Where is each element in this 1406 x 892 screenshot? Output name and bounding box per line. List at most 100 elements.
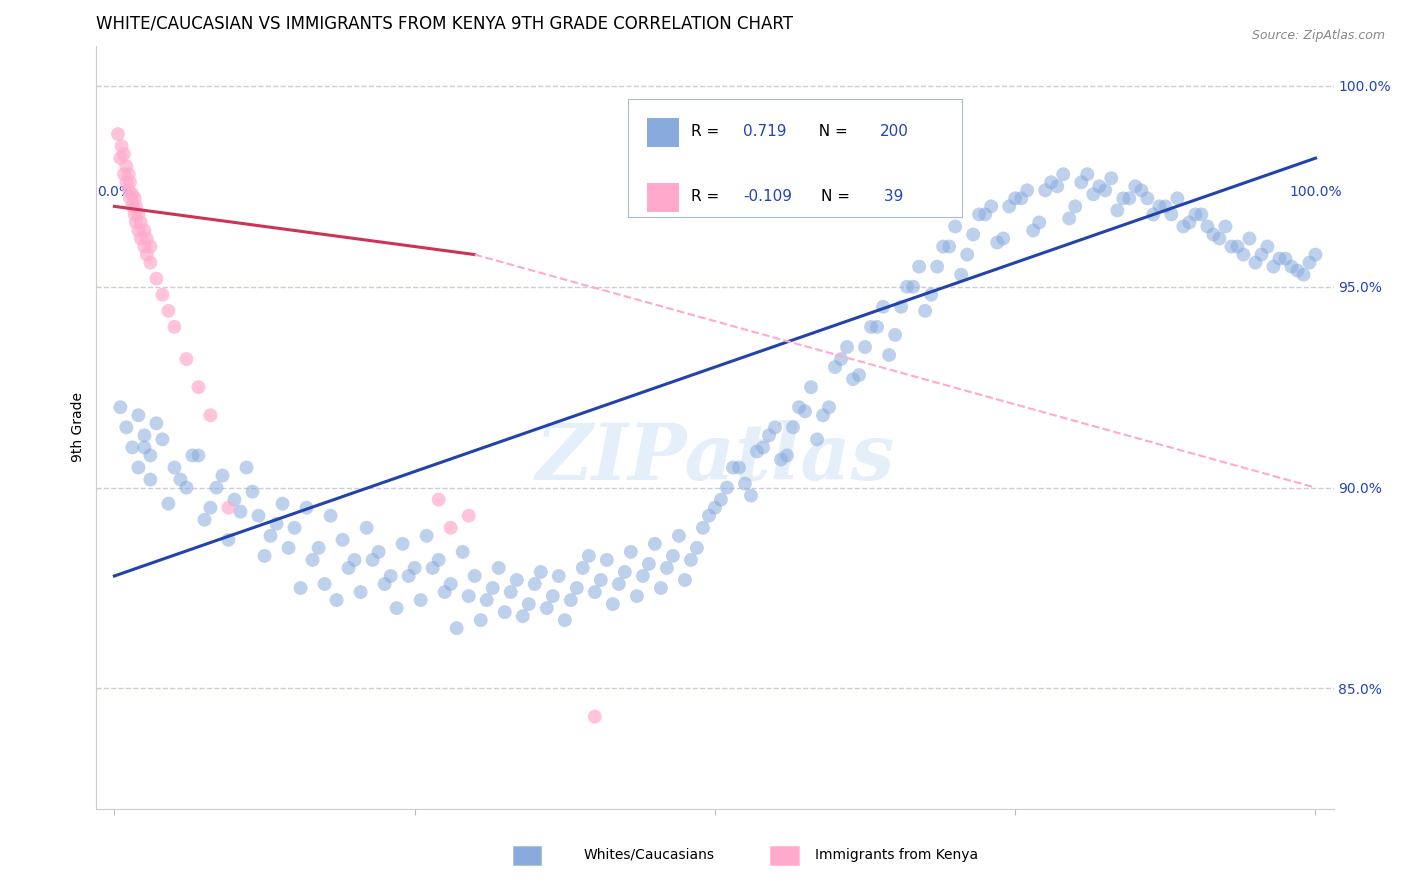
Point bbox=[446, 621, 468, 635]
Point bbox=[118, 183, 141, 197]
Point bbox=[877, 348, 900, 362]
Point bbox=[914, 303, 936, 318]
Point bbox=[1118, 191, 1140, 205]
Point bbox=[1281, 260, 1303, 274]
Point bbox=[1268, 252, 1291, 266]
Point bbox=[1088, 179, 1111, 194]
Point bbox=[896, 279, 918, 293]
Point bbox=[266, 516, 288, 531]
Point bbox=[115, 159, 138, 173]
Point bbox=[157, 497, 180, 511]
Point bbox=[1046, 179, 1069, 194]
Point bbox=[811, 409, 834, 423]
Point bbox=[734, 476, 756, 491]
Point bbox=[124, 207, 146, 221]
Point bbox=[572, 561, 595, 575]
Point bbox=[1215, 219, 1237, 234]
Point bbox=[253, 549, 276, 563]
Point bbox=[464, 569, 486, 583]
Point bbox=[710, 492, 733, 507]
Point bbox=[1130, 183, 1153, 197]
Point bbox=[1220, 239, 1243, 253]
Point bbox=[121, 187, 143, 202]
Point bbox=[385, 601, 408, 615]
Point bbox=[1232, 247, 1254, 261]
Point bbox=[1263, 260, 1285, 274]
Point bbox=[415, 529, 437, 543]
Point bbox=[115, 175, 138, 189]
Point bbox=[1112, 191, 1135, 205]
Point bbox=[176, 481, 198, 495]
Point bbox=[247, 508, 270, 523]
Point bbox=[583, 709, 606, 723]
Point bbox=[409, 593, 432, 607]
Point bbox=[127, 460, 149, 475]
Point bbox=[218, 533, 240, 547]
Text: Whites/Caucasians: Whites/Caucasians bbox=[583, 847, 714, 862]
Point bbox=[938, 239, 960, 253]
Point bbox=[956, 247, 979, 261]
Point bbox=[332, 533, 354, 547]
Point bbox=[374, 577, 396, 591]
Point bbox=[475, 593, 498, 607]
Point bbox=[145, 417, 167, 431]
Text: 39: 39 bbox=[880, 189, 904, 204]
Point bbox=[620, 545, 643, 559]
Point bbox=[118, 191, 141, 205]
Point bbox=[686, 541, 709, 555]
Point bbox=[993, 231, 1015, 245]
Point bbox=[124, 191, 146, 205]
Point bbox=[547, 569, 569, 583]
Point bbox=[763, 420, 786, 434]
Point bbox=[325, 593, 347, 607]
Point bbox=[499, 585, 522, 599]
Point bbox=[962, 227, 984, 242]
Point bbox=[1017, 183, 1039, 197]
Point bbox=[457, 589, 479, 603]
Point bbox=[583, 585, 606, 599]
Text: 200: 200 bbox=[880, 124, 908, 139]
Point bbox=[135, 247, 157, 261]
Point bbox=[110, 139, 132, 153]
Point bbox=[224, 492, 246, 507]
Text: 0.0%: 0.0% bbox=[97, 186, 132, 199]
Point bbox=[745, 444, 768, 458]
Text: WHITE/CAUCASIAN VS IMMIGRANTS FROM KENYA 9TH GRADE CORRELATION CHART: WHITE/CAUCASIAN VS IMMIGRANTS FROM KENYA… bbox=[97, 15, 793, 33]
Point bbox=[1083, 187, 1105, 202]
Point bbox=[127, 223, 149, 237]
Point bbox=[235, 460, 257, 475]
Point bbox=[842, 372, 865, 386]
Point bbox=[1022, 223, 1045, 237]
Point bbox=[1154, 199, 1177, 213]
Point bbox=[451, 545, 474, 559]
Point bbox=[860, 319, 883, 334]
Point bbox=[1250, 247, 1272, 261]
Point bbox=[967, 207, 990, 221]
Point bbox=[1274, 252, 1296, 266]
Text: Source: ZipAtlas.com: Source: ZipAtlas.com bbox=[1251, 29, 1385, 42]
Point bbox=[1226, 239, 1249, 253]
Point bbox=[290, 581, 312, 595]
Point bbox=[530, 565, 553, 579]
FancyBboxPatch shape bbox=[647, 119, 679, 147]
Point bbox=[319, 508, 342, 523]
Point bbox=[986, 235, 1008, 250]
Point bbox=[139, 255, 162, 269]
Point bbox=[1197, 219, 1219, 234]
Point bbox=[391, 537, 413, 551]
Point bbox=[1094, 183, 1116, 197]
Point bbox=[398, 569, 420, 583]
Point bbox=[740, 489, 762, 503]
Text: R =: R = bbox=[692, 189, 724, 204]
Point bbox=[367, 545, 389, 559]
Point bbox=[283, 521, 305, 535]
Point bbox=[440, 521, 463, 535]
Point bbox=[135, 231, 157, 245]
Point bbox=[440, 577, 463, 591]
Point bbox=[1070, 175, 1092, 189]
Point bbox=[920, 287, 942, 301]
Point bbox=[118, 167, 141, 181]
Point bbox=[1178, 215, 1201, 229]
Point bbox=[134, 441, 156, 455]
Point bbox=[110, 401, 132, 415]
